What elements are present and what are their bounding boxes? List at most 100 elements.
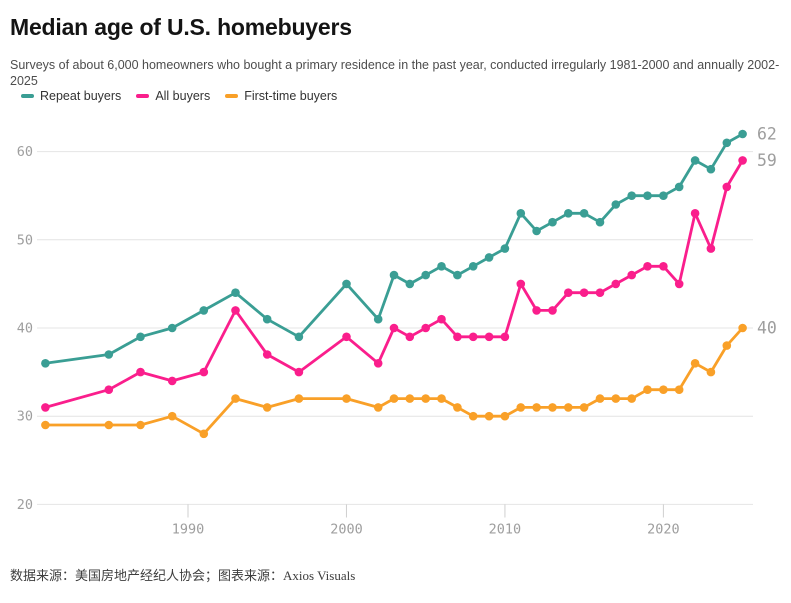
repeat-buyers-point-1987 bbox=[136, 332, 145, 342]
first-time-buyers-point-2009 bbox=[484, 411, 494, 421]
all-buyers-point-2002 bbox=[373, 359, 383, 368]
repeat-buyers-point-2021 bbox=[674, 182, 684, 192]
repeat-buyers-point-2002 bbox=[373, 314, 383, 324]
repeat-buyers-point-2023 bbox=[706, 164, 716, 174]
repeat-buyers-end-label: 62 bbox=[757, 124, 777, 143]
legend-item-repeat-buyers: Repeat buyers bbox=[21, 89, 121, 103]
legend-label: All buyers bbox=[155, 89, 211, 103]
repeat-buyers-point-2003 bbox=[389, 270, 399, 280]
all-buyers-point-2006 bbox=[437, 314, 446, 324]
repeat-buyers-point-1991 bbox=[199, 306, 209, 315]
repeat-buyers-point-2010 bbox=[500, 244, 510, 253]
first-time-buyers-point-2025 bbox=[738, 323, 747, 333]
repeat-buyers-point-1993 bbox=[231, 288, 240, 298]
first-time-buyers-point-2015 bbox=[579, 403, 589, 412]
y-axis-label-60: 60 bbox=[17, 144, 33, 160]
repeat-buyers-point-2006 bbox=[437, 262, 446, 271]
all-buyers-point-2014 bbox=[564, 288, 573, 298]
first-time-buyers-point-2004 bbox=[405, 394, 415, 403]
all-buyers-point-2016 bbox=[595, 288, 605, 298]
all-buyers-point-2007 bbox=[453, 332, 462, 342]
repeat-buyers-point-1985 bbox=[104, 350, 114, 359]
legend-label: Repeat buyers bbox=[40, 89, 122, 103]
legend-swatch-repeat-buyers bbox=[21, 94, 34, 98]
all-buyers-point-1991 bbox=[199, 367, 209, 377]
first-time-buyers-point-1981 bbox=[41, 420, 50, 430]
all-buyers-point-2015 bbox=[579, 288, 589, 298]
all-buyers-point-1993 bbox=[231, 306, 240, 315]
all-buyers-point-2004 bbox=[405, 332, 415, 342]
first-time-buyers-point-1987 bbox=[136, 420, 145, 430]
repeat-buyers-point-2009 bbox=[484, 253, 494, 262]
first-time-buyers-point-1993 bbox=[231, 394, 240, 403]
legend-item-all-buyers: All buyers bbox=[136, 89, 210, 103]
repeat-buyers-point-2018 bbox=[627, 191, 636, 200]
all-buyers-point-2020 bbox=[659, 262, 668, 271]
all-buyers-point-2024 bbox=[722, 182, 732, 192]
repeat-buyers-point-1995 bbox=[262, 314, 272, 324]
repeat-buyers-point-2017 bbox=[611, 200, 621, 209]
first-time-buyers-point-2018 bbox=[627, 394, 636, 403]
first-time-buyers-point-2010 bbox=[500, 411, 510, 421]
repeat-buyers-point-1997 bbox=[294, 332, 304, 342]
all-buyers-point-1987 bbox=[136, 367, 145, 377]
all-buyers-point-2017 bbox=[611, 279, 621, 289]
repeat-buyers-point-1989 bbox=[167, 323, 177, 333]
first-time-buyers-point-2019 bbox=[643, 385, 652, 395]
repeat-buyers-point-2024 bbox=[722, 138, 732, 148]
legend-item-first-time-buyers: First-time buyers bbox=[225, 89, 337, 103]
legend-swatch-first-time-buyers bbox=[225, 94, 239, 98]
repeat-buyers-point-2013 bbox=[548, 217, 557, 227]
first-time-buyers-point-1991 bbox=[199, 429, 209, 439]
first-time-buyers-point-2008 bbox=[468, 411, 478, 421]
repeat-buyers-point-2016 bbox=[595, 217, 605, 227]
first-time-buyers-point-2007 bbox=[453, 403, 462, 412]
first-time-buyers-point-2014 bbox=[564, 403, 573, 412]
all-buyers-point-2010 bbox=[500, 332, 510, 342]
all-buyers-point-2025 bbox=[738, 156, 747, 165]
repeat-buyers-point-2000 bbox=[342, 279, 351, 289]
chart-legend: Repeat buyers All buyers First-time buyers bbox=[21, 87, 337, 105]
all-buyers-point-2003 bbox=[389, 323, 399, 333]
first-time-buyers-point-2011 bbox=[516, 403, 526, 412]
repeat-buyers-point-2015 bbox=[579, 209, 589, 218]
all-buyers-end-label: 59 bbox=[757, 151, 777, 170]
all-buyers-point-1989 bbox=[167, 376, 177, 386]
repeat-buyers-point-2007 bbox=[453, 270, 462, 280]
chart-subtitle: Surveys of about 6,000 homeowners who bo… bbox=[10, 58, 780, 88]
first-time-buyers-point-2000 bbox=[342, 394, 351, 403]
repeat-buyers-point-2011 bbox=[516, 209, 526, 218]
all-buyers-point-1985 bbox=[104, 385, 114, 395]
repeat-buyers-point-2022 bbox=[690, 156, 700, 165]
x-axis-label-1990: 1990 bbox=[172, 522, 205, 538]
all-buyers-point-2022 bbox=[690, 209, 700, 218]
x-axis-label-2000: 2000 bbox=[330, 522, 363, 538]
legend-swatch-all-buyers bbox=[136, 94, 150, 98]
all-buyers-point-2009 bbox=[484, 332, 494, 342]
first-time-buyers-point-2022 bbox=[690, 359, 700, 368]
first-time-buyers-point-2021 bbox=[674, 385, 684, 395]
all-buyers-point-2023 bbox=[706, 244, 716, 253]
all-buyers-point-2011 bbox=[516, 279, 526, 289]
first-time-buyers-point-2006 bbox=[437, 394, 446, 403]
all-buyers-point-1995 bbox=[262, 350, 272, 359]
y-axis-label-20: 20 bbox=[17, 497, 33, 513]
repeat-buyers-point-2014 bbox=[564, 209, 573, 218]
first-time-buyers-point-2017 bbox=[611, 394, 621, 403]
all-buyers-point-1997 bbox=[294, 367, 304, 377]
repeat-buyers-point-1981 bbox=[41, 359, 50, 368]
repeat-buyers-point-2012 bbox=[532, 226, 541, 236]
all-buyers-point-2005 bbox=[421, 323, 431, 333]
first-time-buyers-point-1997 bbox=[294, 394, 304, 403]
all-buyers-point-2012 bbox=[532, 306, 541, 315]
first-time-buyers-point-1989 bbox=[167, 411, 177, 421]
all-buyers-point-2021 bbox=[674, 279, 684, 289]
first-time-buyers-point-2020 bbox=[659, 385, 668, 395]
first-time-buyers-point-2005 bbox=[421, 394, 431, 403]
repeat-buyers-point-2025 bbox=[738, 129, 747, 139]
all-buyers-point-2013 bbox=[548, 306, 557, 315]
first-time-buyers-point-2024 bbox=[722, 341, 732, 350]
legend-label: First-time buyers bbox=[244, 89, 338, 103]
